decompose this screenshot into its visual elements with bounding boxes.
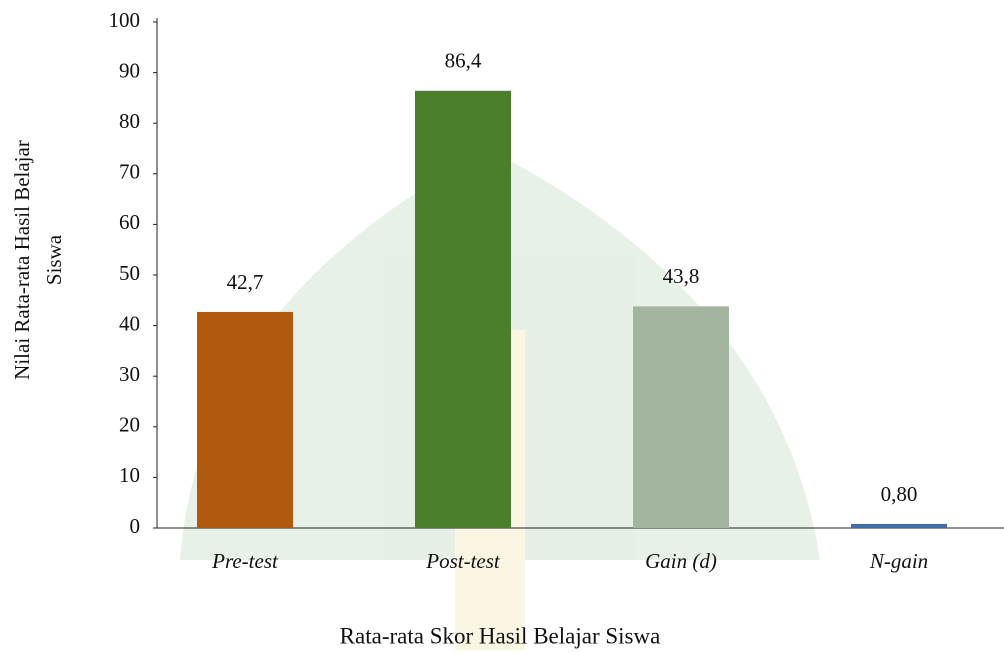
bar <box>851 524 947 528</box>
x-tick-label: N-gain <box>869 549 928 573</box>
y-tick-label: 20 <box>119 413 140 437</box>
data-label: 43,8 <box>663 264 700 288</box>
y-tick-label: 100 <box>109 8 141 32</box>
y-axis-title: Nilai Rata-rata Hasil Belajar Siswa <box>10 140 66 380</box>
y-tick-label: 80 <box>119 109 140 133</box>
x-tick-label: Gain (d) <box>645 549 717 573</box>
x-tick-label: Post-test <box>425 549 501 573</box>
x-axis-title: Rata-rata Skor Hasil Belajar Siswa <box>340 623 661 648</box>
bar <box>197 312 293 528</box>
y-tick-label: 90 <box>119 58 140 82</box>
y-tick-label: 60 <box>119 210 140 234</box>
chart: Nilai Rata-rata Hasil Belajar Siswa Rata… <box>0 0 1004 653</box>
y-axis-title-line: Nilai Rata-rata Hasil Belajar <box>10 140 34 380</box>
data-label: 0,80 <box>881 482 918 506</box>
bar <box>633 306 729 528</box>
bar <box>415 91 511 528</box>
data-label: 42,7 <box>227 270 264 294</box>
y-tick-label: 0 <box>130 514 141 538</box>
y-tick-label: 30 <box>119 362 140 386</box>
data-label: 86,4 <box>445 49 482 73</box>
y-axis-title-line: Siswa <box>42 234 66 285</box>
x-tick-label: Pre-test <box>211 549 279 573</box>
y-tick-label: 70 <box>119 160 140 184</box>
y-tick-label: 40 <box>119 311 140 335</box>
y-tick-label: 50 <box>119 261 140 285</box>
y-tick-label: 10 <box>119 463 140 487</box>
